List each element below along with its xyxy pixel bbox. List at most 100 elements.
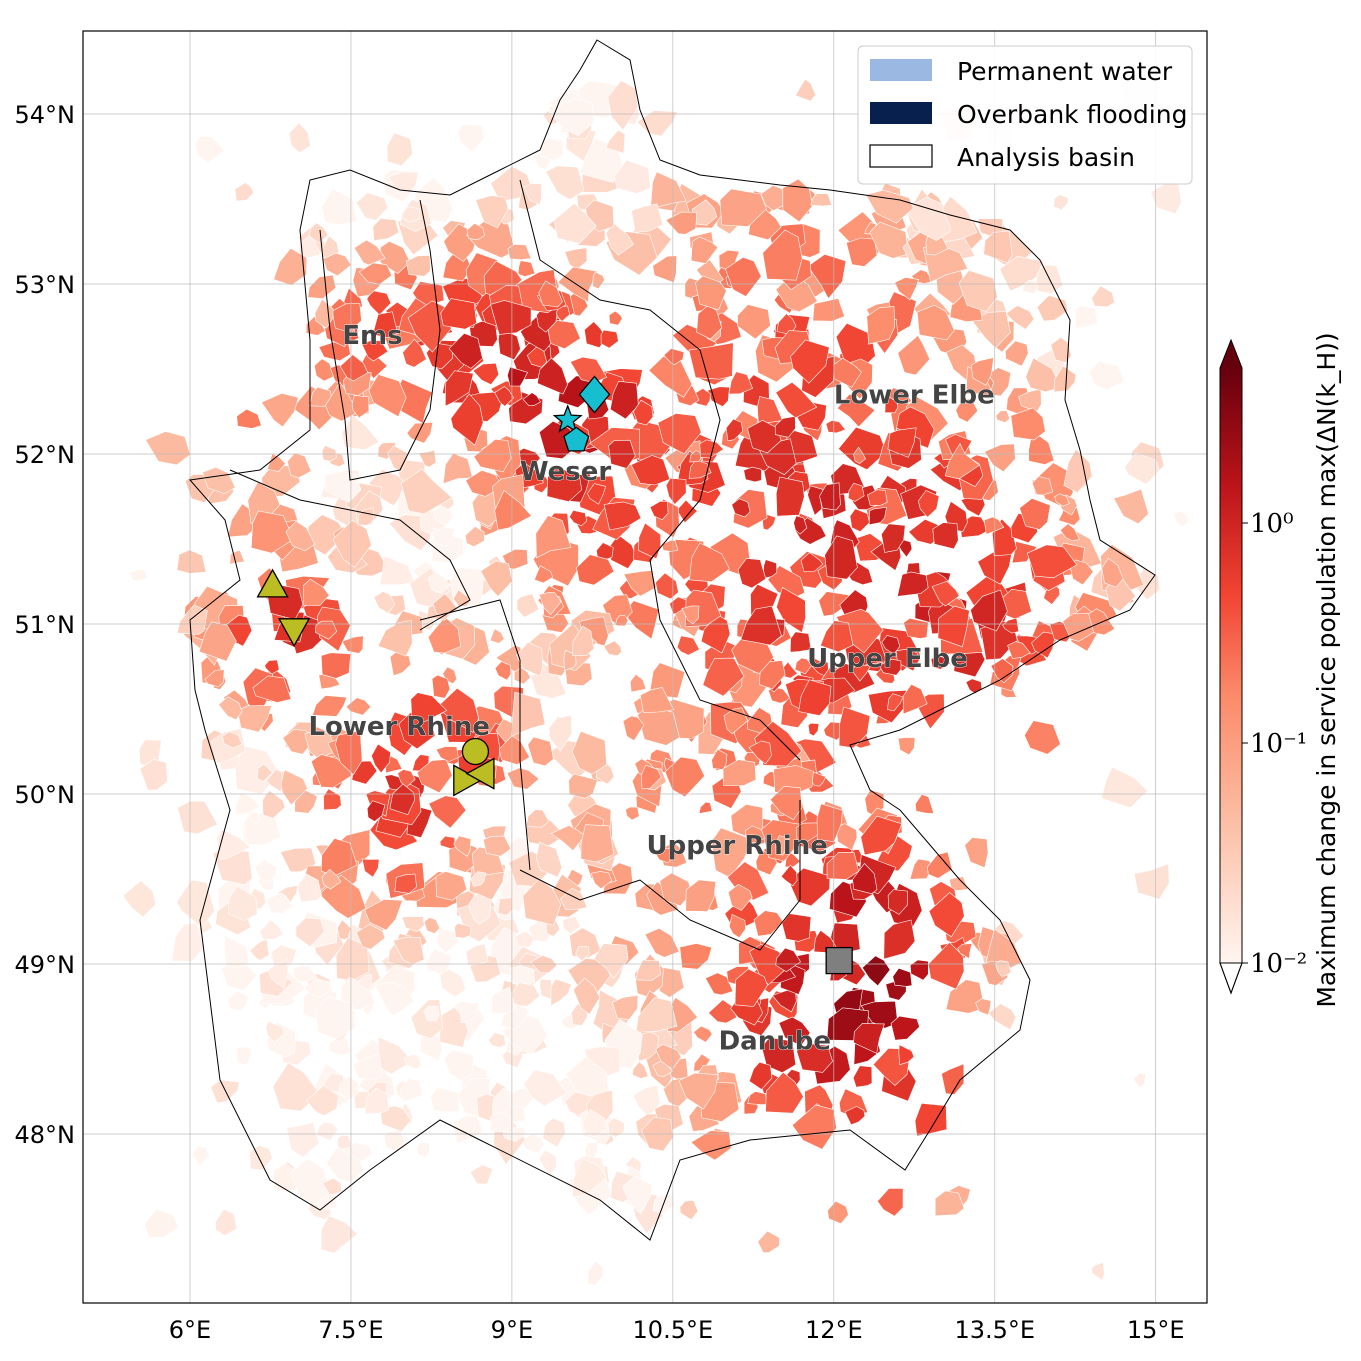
impact-patch bbox=[372, 311, 399, 339]
impact-patch bbox=[825, 420, 846, 434]
marker-triangle-left bbox=[465, 757, 495, 790]
impact-patch bbox=[1026, 544, 1078, 579]
colorbar-extend-max bbox=[1220, 340, 1242, 368]
region-label: Lower Elbe bbox=[834, 381, 995, 411]
impact-patch bbox=[1050, 337, 1072, 363]
impact-patch bbox=[379, 555, 415, 586]
impact-patch bbox=[440, 298, 477, 330]
impact-patch bbox=[286, 452, 312, 479]
impact-patch bbox=[494, 386, 514, 407]
impact-patch bbox=[860, 1000, 899, 1029]
impact-patch bbox=[309, 386, 332, 407]
impact-patch bbox=[614, 615, 629, 627]
impact-patch bbox=[732, 489, 768, 529]
impact-patch bbox=[909, 959, 929, 981]
impact-patch bbox=[1172, 511, 1190, 527]
impact-patch bbox=[321, 445, 337, 462]
impact-patch bbox=[466, 223, 485, 241]
impact-patch bbox=[472, 362, 500, 386]
impact-patch bbox=[513, 667, 531, 685]
impact-patch bbox=[372, 218, 400, 242]
impact-patch bbox=[644, 927, 680, 958]
impact-patch bbox=[1062, 612, 1095, 642]
impact-patch bbox=[254, 859, 277, 883]
impact-patch bbox=[202, 466, 236, 495]
impact-patch bbox=[609, 380, 639, 420]
impact-patch bbox=[222, 731, 243, 749]
impact-patch bbox=[748, 1061, 773, 1090]
impact-patch bbox=[259, 919, 284, 940]
impact-patch bbox=[386, 132, 413, 167]
impact-patch bbox=[473, 438, 512, 473]
impact-patch bbox=[228, 885, 258, 921]
impact-patch bbox=[763, 559, 778, 579]
impact-patch bbox=[878, 658, 902, 676]
impact-patch bbox=[1133, 863, 1170, 900]
impact-patch bbox=[509, 965, 536, 985]
impact-patch bbox=[664, 756, 705, 798]
impact-patch bbox=[688, 459, 712, 479]
impact-patch bbox=[914, 1102, 948, 1137]
lat-tick-label: 52°N bbox=[15, 441, 76, 469]
impact-patch bbox=[1053, 194, 1069, 211]
impact-patch bbox=[575, 946, 590, 962]
legend-swatch-permanent-water bbox=[870, 59, 932, 81]
impact-patch bbox=[652, 1060, 673, 1077]
impact-patch bbox=[731, 498, 751, 518]
impact-patch bbox=[917, 490, 940, 518]
impact-patch bbox=[897, 571, 929, 597]
impact-patch bbox=[957, 943, 973, 960]
map-frame bbox=[82, 30, 1208, 1304]
impact-patch bbox=[793, 515, 808, 535]
impact-patch bbox=[737, 558, 767, 589]
impact-patch bbox=[210, 1079, 240, 1104]
impact-patch bbox=[1113, 488, 1149, 525]
impact-patch bbox=[248, 811, 261, 825]
impact-patch bbox=[690, 236, 719, 264]
impact-patch bbox=[394, 873, 417, 894]
impact-patch bbox=[747, 1091, 768, 1105]
impact-patch bbox=[282, 728, 313, 755]
legend-label-overbank-flooding: Overbank flooding bbox=[957, 100, 1187, 129]
impact-patch bbox=[987, 1003, 1017, 1030]
impact-patch bbox=[1011, 541, 1038, 564]
basin-boundary bbox=[419, 599, 531, 871]
impact-patch bbox=[975, 998, 992, 1016]
impact-patch bbox=[824, 535, 858, 580]
impact-patch bbox=[339, 354, 369, 382]
impact-patch bbox=[358, 974, 373, 992]
impact-patch bbox=[860, 815, 903, 856]
impact-patch bbox=[685, 879, 717, 912]
basin-outline-germany bbox=[189, 39, 1156, 1241]
marker-pentagon bbox=[563, 426, 590, 452]
impact-patch bbox=[914, 794, 935, 814]
impact-patch bbox=[995, 410, 1011, 423]
impact-patch bbox=[464, 526, 485, 548]
impact-patch bbox=[678, 1072, 719, 1110]
impact-patch bbox=[513, 930, 535, 948]
impact-patch bbox=[336, 1134, 353, 1150]
impact-patch bbox=[931, 580, 960, 607]
impact-patch bbox=[427, 616, 462, 654]
impact-patch bbox=[315, 1121, 339, 1141]
impact-patch bbox=[475, 195, 509, 229]
impact-patch bbox=[679, 1200, 699, 1221]
impact-patch bbox=[252, 675, 292, 703]
impact-patch bbox=[439, 968, 467, 998]
impact-patch bbox=[494, 661, 512, 681]
region-label: Danube bbox=[719, 1027, 831, 1057]
impact-patch bbox=[696, 305, 723, 340]
impact-patch bbox=[1043, 582, 1061, 605]
impact-patch bbox=[728, 913, 746, 939]
impact-patch bbox=[527, 736, 554, 767]
impact-patch bbox=[573, 977, 601, 1015]
impact-patch bbox=[538, 591, 562, 616]
impact-patch bbox=[654, 847, 676, 864]
impact-patch bbox=[371, 743, 391, 774]
impact-patch bbox=[1132, 1072, 1146, 1088]
impact-patch bbox=[234, 182, 255, 202]
impact-patch bbox=[534, 565, 554, 584]
impact-patch bbox=[139, 758, 168, 791]
impact-patch bbox=[776, 587, 806, 634]
impact-patch bbox=[757, 1230, 780, 1254]
